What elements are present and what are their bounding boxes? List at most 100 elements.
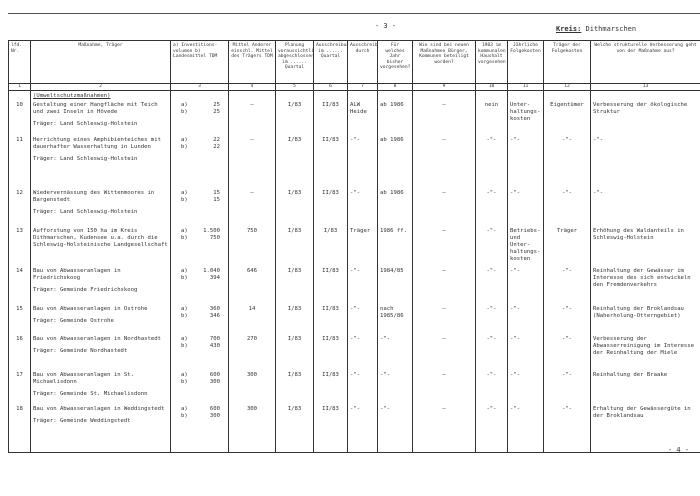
tender-by: -"- xyxy=(347,403,378,453)
investment-a: a) 700 xyxy=(173,336,226,343)
municipal-budget-1983: -"- xyxy=(475,225,508,266)
follow-up-cost-carrier: -"- xyxy=(543,265,591,304)
citizen-participation: – xyxy=(412,90,476,135)
value-a: 15 xyxy=(213,189,220,196)
citizen-participation: – xyxy=(412,303,476,334)
investment-b: b) 300 xyxy=(173,379,226,386)
column-number: 7 xyxy=(347,83,378,91)
column-number: 1 xyxy=(8,83,31,91)
investment-b: b) 394 xyxy=(173,275,226,282)
planning-quarter: I/83 xyxy=(275,90,314,135)
annual-follow-up-costs: -"- xyxy=(507,369,544,404)
page-number: - 3 - xyxy=(375,22,397,30)
other-funds: – xyxy=(228,90,276,135)
column-header: lfd. Nr. xyxy=(8,40,31,84)
planned-year: nach 1985/86 xyxy=(377,303,413,334)
municipal-budget-1983: nein xyxy=(475,90,508,135)
investment-b: b) 750 xyxy=(173,235,226,242)
row-number: 18 xyxy=(8,403,31,453)
table-row: 14 Bau von Abwasseranlagen in Friedrichsk… xyxy=(8,265,700,304)
measure-carrier: Träger: Gemeinde Ostrohe xyxy=(33,317,114,324)
tender-quarter: II/83 xyxy=(313,303,348,334)
other-funds: 300 xyxy=(228,403,276,453)
table-row: 13 Aufforstung von 150 ha im Kreis Dithma… xyxy=(8,225,700,266)
tender-quarter: II/83 xyxy=(313,90,348,135)
measure-carrier: Träger: Gemeinde Weddingstedt xyxy=(33,417,131,424)
column-header: 1983 im kommunalen Haushalt vorgesehen xyxy=(475,40,508,84)
value-a: 25 xyxy=(213,102,220,108)
municipal-budget-1983: -"- xyxy=(475,134,508,188)
column-header: Für welches Jahr bisher vorgesehen? xyxy=(377,40,413,84)
annual-follow-up-costs: -"- xyxy=(507,303,544,334)
measure-description: Bau von Abwasseranlagen in Friedrichskoo… xyxy=(33,267,121,281)
measure-description: Aufforstung von 150 ha im Kreis Dithmars… xyxy=(33,227,168,248)
investment-cell: a) 700 b) 430 xyxy=(170,333,229,370)
measure-description: Bau von Abwasseranlagen in Nordhastedt xyxy=(33,335,161,342)
row-number: 16 xyxy=(8,333,31,370)
label-b: b) xyxy=(181,378,188,385)
label-b: b) xyxy=(181,412,188,419)
kreis-label: Kreis: Dithmarschen xyxy=(556,25,636,33)
measure-cell: Bau von Abwasseranlagen in Friedrichskoo… xyxy=(30,265,171,304)
column-number: 5 xyxy=(275,83,314,91)
column-header: Welche strukturelle Verbesserung geht vo… xyxy=(590,40,700,84)
label-a: a) xyxy=(181,102,188,108)
structural-improvement: Erhöhung des Waldanteils in Schleswig-Ho… xyxy=(590,225,700,266)
value-b: 25 xyxy=(213,109,220,115)
column-number: 6 xyxy=(313,83,348,91)
follow-up-cost-carrier: Eigentümer xyxy=(543,90,591,135)
planned-year: 1984/85 xyxy=(377,265,413,304)
table-row: 15 Bau von Abwasseranlagen in Ostrohe Träg… xyxy=(8,303,700,334)
investment-b: b) 300 xyxy=(173,413,226,420)
tender-by: ALW Heide xyxy=(347,90,378,135)
other-funds: 750 xyxy=(228,225,276,266)
value-b: 430 xyxy=(209,342,220,349)
tender-by: -"- xyxy=(347,369,378,404)
column-number-row: 1 2 3 4 5 6 7 8 9 10 11 12 13 xyxy=(8,83,700,91)
tender-quarter: II/83 xyxy=(313,187,348,226)
other-funds: – xyxy=(228,134,276,188)
citizen-participation: – xyxy=(412,187,476,226)
citizen-participation: – xyxy=(412,225,476,266)
investment-cell: a) 15 b) 15 xyxy=(170,187,229,226)
value-b: 346 xyxy=(209,312,220,319)
table-row: 17 Bau von Abwasseranlagen in St. Michael… xyxy=(8,369,700,404)
label-b: b) xyxy=(181,196,188,203)
follow-up-cost-carrier: -"- xyxy=(543,333,591,370)
planned-year: ab 1986 xyxy=(377,134,413,188)
header-row: lfd. Nr. Maßnahme, Träger a) Investitions-… xyxy=(8,40,700,84)
column-number: 3 xyxy=(170,83,229,91)
investment-b: b) 22 xyxy=(173,144,226,151)
column-number: 10 xyxy=(475,83,508,91)
structural-improvement: Reinhaltung der Broklandsau (Naherholung… xyxy=(590,303,700,334)
citizen-participation: – xyxy=(412,333,476,370)
other-funds: 14 xyxy=(228,303,276,334)
planned-year: -"- xyxy=(377,403,413,453)
follow-up-cost-carrier: Träger xyxy=(543,225,591,266)
column-number: 13 xyxy=(590,83,700,91)
measure-carrier: Träger: Land Schleswig-Holstein xyxy=(33,155,138,162)
table-row: 11 Herrichtung eines Amphibienteiches mit… xyxy=(8,134,700,188)
tender-quarter: II/83 xyxy=(313,134,348,188)
tender-quarter: II/83 xyxy=(313,403,348,453)
value-b: 300 xyxy=(209,378,220,385)
annual-follow-up-costs: Unter-haltungs-kosten xyxy=(507,90,544,135)
tender-quarter: I/83 xyxy=(313,225,348,266)
row-number: 15 xyxy=(8,303,31,334)
value-a: 1.040 xyxy=(203,267,220,274)
measure-cell: Bau von Abwasseranlagen in Weddingstedt T… xyxy=(30,403,171,453)
citizen-participation: – xyxy=(412,403,476,453)
value-a: 22 xyxy=(213,136,220,143)
tender-by: Träger xyxy=(347,225,378,266)
structural-improvement: -"- xyxy=(590,134,700,188)
municipal-budget-1983: -"- xyxy=(475,265,508,304)
structural-improvement: Erhaltung der Gewässergüte in der Brokla… xyxy=(590,403,700,453)
tender-by: -"- xyxy=(347,265,378,304)
investment-a: a) 1.500 xyxy=(173,228,226,235)
row-number: 17 xyxy=(8,369,31,404)
municipal-budget-1983: -"- xyxy=(475,303,508,334)
label-b: b) xyxy=(181,274,188,281)
label-b: b) xyxy=(181,342,188,349)
annual-follow-up-costs: -"- xyxy=(507,403,544,453)
investment-cell: a) 600 b) 300 xyxy=(170,369,229,404)
